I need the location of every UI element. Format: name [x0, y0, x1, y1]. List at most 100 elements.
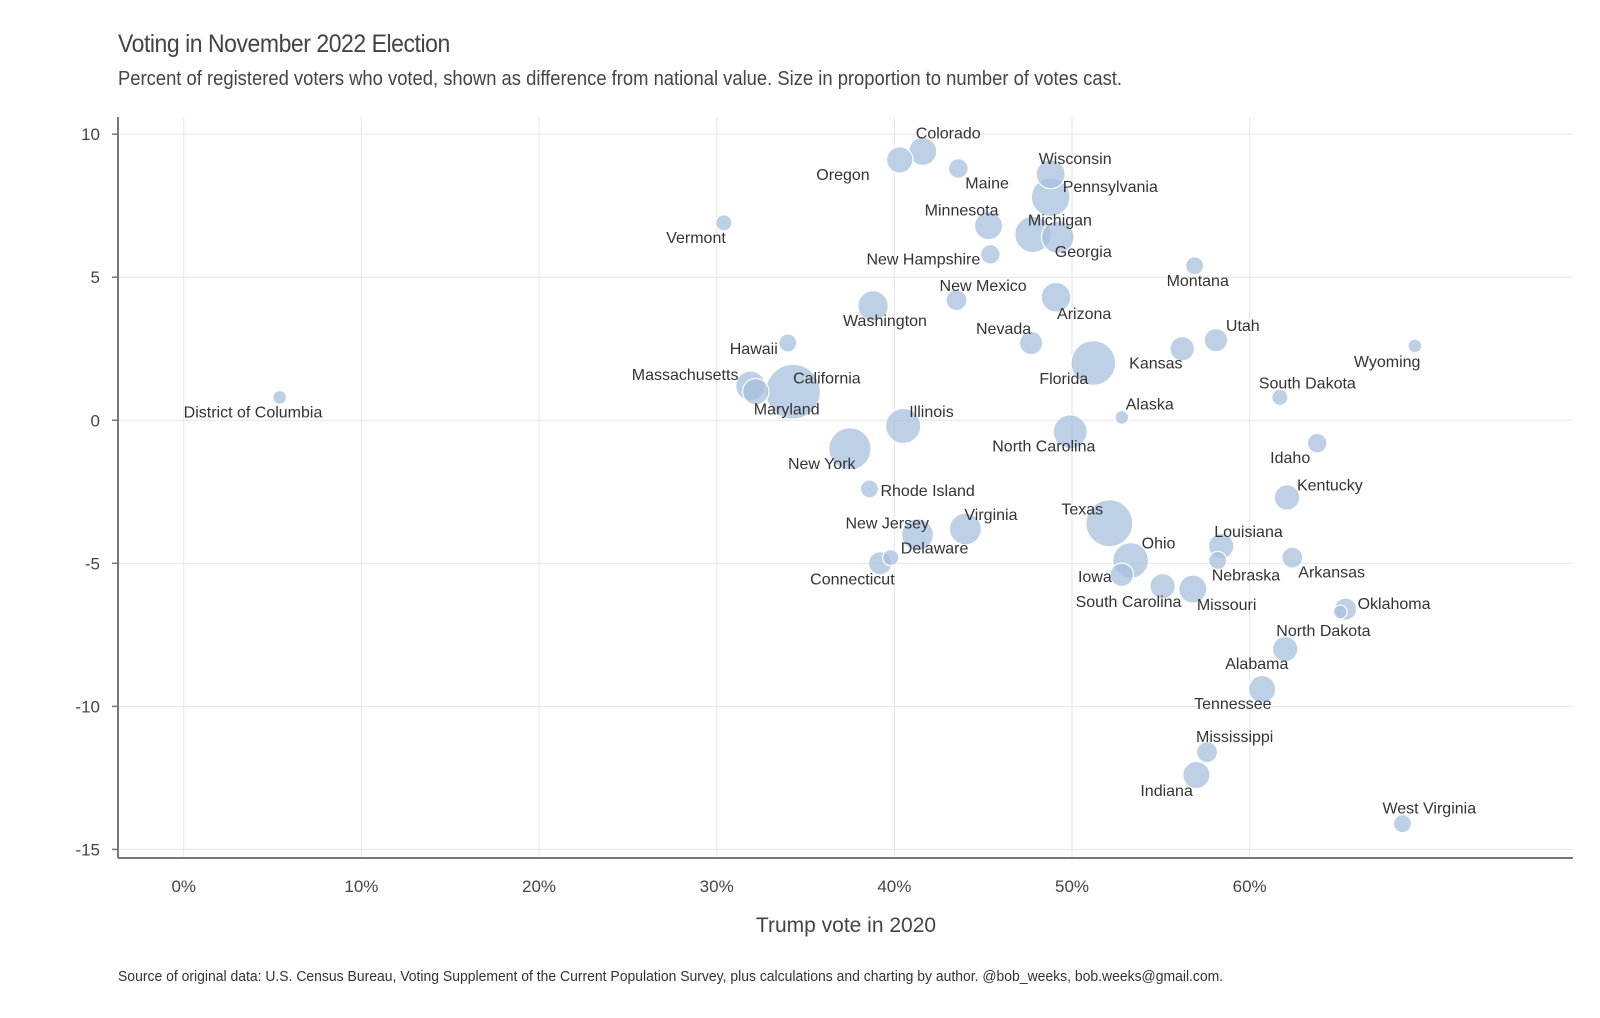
y-tick-label: -15	[75, 840, 100, 859]
bubble-point	[1306, 432, 1328, 454]
chart-title: Voting in November 2022 Election	[118, 30, 450, 58]
point-label: Montana	[1167, 273, 1229, 290]
x-tick-label: 10%	[344, 877, 378, 896]
x-tick-label: 20%	[522, 877, 556, 896]
point-label: Arkansas	[1298, 565, 1365, 582]
point-label: New Mexico	[940, 278, 1027, 295]
bubble-point	[1109, 562, 1135, 588]
ticks: 0% 10% 20% 30% 40% 50% 60% 10 5 0 -5 -10 -15	[75, 125, 1266, 896]
point-label: Hawaii	[730, 341, 778, 358]
point-label: Georgia	[1055, 244, 1112, 261]
point-label: Colorado	[916, 125, 981, 142]
point-label: California	[793, 371, 861, 388]
point-label: New Jersey	[845, 516, 929, 533]
y-tick-label: -10	[75, 697, 100, 716]
point-label: West Virginia	[1382, 801, 1476, 818]
bubble-point	[1018, 330, 1044, 356]
bubble-point	[828, 427, 872, 471]
point-labels: Colorado Oregon Maine Wisconsin Pennsylvania…	[184, 125, 1477, 817]
point-label: Alaska	[1126, 396, 1174, 413]
point-label: Connecticut	[810, 571, 895, 588]
point-label: Pennsylvania	[1063, 179, 1158, 196]
bubble-point	[945, 289, 968, 312]
y-tick-label: 10	[81, 125, 100, 144]
bubble-point	[778, 333, 798, 353]
bubble-point	[1271, 388, 1289, 407]
bubble-point	[1271, 635, 1299, 663]
bubble-point	[1040, 281, 1072, 313]
bubble-point	[900, 518, 935, 552]
point-label: Kentucky	[1297, 478, 1363, 495]
bubble-point	[1169, 335, 1195, 362]
bubble-point	[1184, 256, 1205, 276]
bubble-point	[1149, 572, 1176, 600]
point-label: Michigan	[1028, 212, 1092, 229]
point-label: Vermont	[666, 230, 726, 247]
point-label: Kansas	[1129, 356, 1182, 373]
bubbles	[272, 136, 1423, 834]
bubble-point	[715, 214, 733, 232]
x-tick-label: 50%	[1055, 877, 1089, 896]
point-label: Wisconsin	[1039, 151, 1112, 168]
point-label: Illinois	[909, 404, 953, 421]
bubble-point	[1392, 814, 1413, 834]
bubble-point	[948, 512, 982, 546]
x-tick-label: 0%	[171, 877, 196, 896]
bubble-point	[1035, 159, 1066, 190]
bubble-point	[973, 211, 1004, 241]
point-label: Minnesota	[925, 203, 999, 220]
point-label: Mississippi	[1196, 729, 1273, 746]
bubble-point	[1247, 674, 1277, 704]
point-label: Virginia	[964, 507, 1017, 524]
bubble-point	[1208, 550, 1228, 571]
bubble-point	[857, 289, 889, 322]
point-label: New York	[788, 456, 857, 473]
point-label: Washington	[843, 313, 927, 330]
chart-subtitle: Percent of registered voters who voted, …	[118, 68, 1123, 90]
point-label: Ohio	[1142, 535, 1176, 552]
point-label: Maine	[965, 175, 1009, 192]
bubble-point	[859, 479, 880, 499]
point-label: Nevada	[976, 321, 1031, 338]
point-label: Nebraska	[1212, 567, 1281, 584]
bubble-point	[1070, 340, 1117, 386]
point-label: Utah	[1226, 318, 1260, 335]
bubble-point	[1178, 574, 1208, 604]
point-label: Rhode Island	[880, 483, 974, 500]
bubble-point	[1281, 546, 1304, 569]
point-label: Delaware	[901, 541, 969, 558]
point-label: Oklahoma	[1358, 596, 1431, 613]
bubble-point	[1273, 484, 1301, 511]
grid	[118, 117, 1573, 858]
point-label: Oregon	[816, 167, 869, 184]
point-label: Alabama	[1225, 656, 1288, 673]
bubble-point	[1203, 327, 1229, 353]
source-note: Source of original data: U.S. Census Bur…	[118, 968, 1224, 985]
bubble-point	[1040, 220, 1075, 255]
bubble-point	[1052, 414, 1088, 450]
bubble-point	[885, 407, 922, 445]
point-label: Idaho	[1270, 450, 1310, 467]
point-label: Iowa	[1078, 569, 1112, 586]
point-label: Wyoming	[1354, 354, 1421, 371]
x-tick-label: 30%	[700, 877, 734, 896]
bubble-point	[1182, 760, 1211, 790]
point-label: South Dakota	[1259, 375, 1356, 392]
point-label: South Carolina	[1076, 594, 1182, 611]
bubble-point	[742, 377, 770, 406]
bubble-point	[947, 158, 969, 179]
y-tick-label: 0	[91, 411, 100, 430]
bubble-point	[1332, 604, 1348, 620]
bubble-point	[272, 389, 288, 405]
point-label: Florida	[1039, 371, 1088, 388]
y-tick-label: -5	[85, 554, 100, 573]
point-label: Missouri	[1197, 597, 1257, 614]
bubble-point	[1195, 741, 1219, 764]
point-label: Tennessee	[1194, 696, 1271, 713]
point-label: North Carolina	[992, 439, 1095, 456]
point-label: Maryland	[754, 402, 820, 419]
y-tick-label: 5	[91, 268, 100, 287]
point-label: Texas	[1061, 501, 1103, 518]
point-label: District of Columbia	[184, 404, 323, 421]
